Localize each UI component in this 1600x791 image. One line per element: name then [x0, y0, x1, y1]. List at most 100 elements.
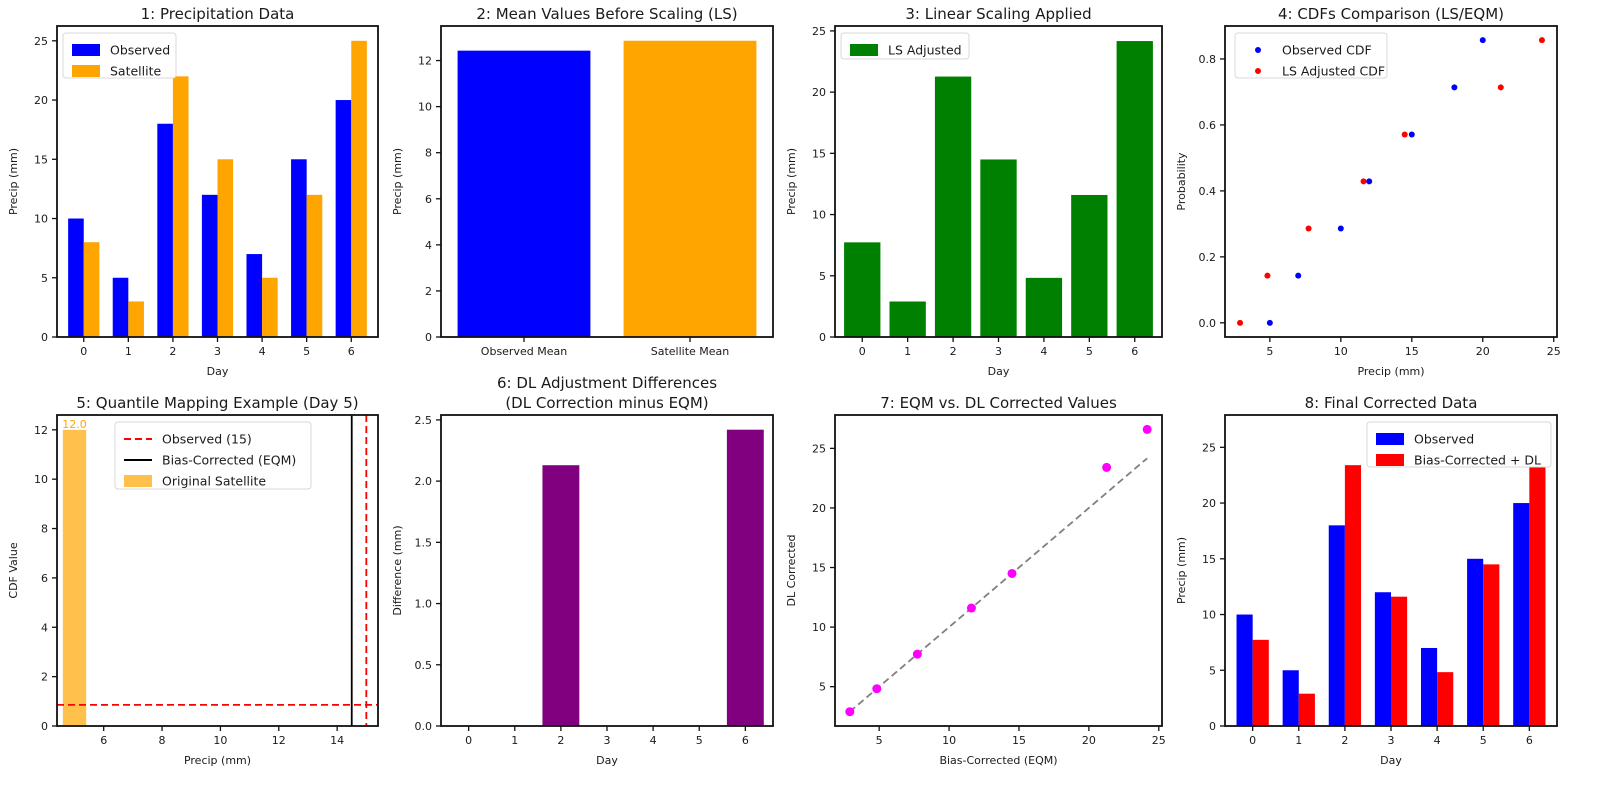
axes-frame	[440, 414, 774, 727]
axes-frame	[1224, 414, 1558, 727]
chart-title: 4: CDFs Comparison (LS/EQM)	[1278, 5, 1504, 23]
chart-panel-4: 4: CDFs Comparison (LS/EQM) Precip (mm) Pr…	[1175, 5, 1561, 378]
scatter-point	[1007, 568, 1017, 578]
y-tick-label: 6	[41, 572, 48, 585]
x-tick-label: 5	[1086, 345, 1093, 358]
x-tick-label: 0	[859, 345, 866, 358]
bar-satellite	[306, 194, 323, 337]
bar-ls-adjusted	[889, 301, 926, 337]
legend-label: LS Adjusted CDF	[1282, 64, 1385, 79]
y-tick-label: 0.6	[1199, 119, 1217, 132]
bar-satellite	[128, 301, 144, 337]
y-axis-label: Precip (mm)	[7, 148, 20, 215]
chart-subtitle: (DL Correction minus EQM)	[505, 394, 708, 412]
legend-box	[1366, 421, 1552, 468]
axes-frame	[56, 414, 379, 727]
scatter-point	[1497, 84, 1504, 91]
scatter-point	[845, 707, 855, 717]
y-axis-label: CDF Value	[7, 542, 20, 598]
x-tick-label: 6	[100, 734, 107, 747]
legend-label: Satellite	[110, 64, 162, 79]
legend-label: Observed (15)	[162, 432, 252, 447]
scatter-point	[872, 684, 882, 694]
x-tick-label: 20	[1082, 734, 1096, 747]
y-tick-label: 10	[812, 209, 826, 222]
y-tick-label: 0.0	[415, 720, 433, 733]
y-tick-label: 2	[41, 671, 48, 684]
bar-observed	[157, 123, 173, 337]
chart-title: 3: Linear Scaling Applied	[905, 5, 1091, 23]
y-tick-label: 10	[1202, 609, 1216, 622]
x-tick-label: 1	[511, 734, 518, 747]
identity-reference-line	[849, 457, 1148, 713]
y-tick-label: 10	[34, 473, 48, 486]
y-axis-label: Precip (mm)	[785, 148, 798, 215]
bar-observed	[335, 100, 352, 337]
bar-observed	[291, 159, 307, 337]
bar-ls-adjusted	[1116, 41, 1153, 337]
y-tick-label: 0	[41, 331, 48, 344]
x-tick-label: 5	[696, 734, 703, 747]
bar-series-1	[1236, 614, 1253, 726]
x-tick-label: 5	[303, 345, 310, 358]
y-tick-label: 0	[41, 720, 48, 733]
x-tick-label: 2	[557, 734, 564, 747]
bar-series-1	[1420, 647, 1438, 726]
x-tick-label: 2	[950, 345, 957, 358]
y-tick-label: 25	[1202, 441, 1216, 454]
bar-observed	[246, 254, 263, 337]
y-tick-label: 0.4	[1199, 185, 1217, 198]
x-tick-label: 6	[1131, 345, 1138, 358]
y-axis-label: Precip (mm)	[1175, 537, 1188, 604]
x-tick-label: 3	[1388, 734, 1395, 747]
x-tick-label: 4	[1434, 734, 1441, 747]
y-tick-label: 0	[1209, 720, 1216, 733]
scatter-point	[1366, 178, 1373, 185]
y-tick-label: 10	[812, 621, 826, 634]
chart-title: 2: Mean Values Before Scaling (LS)	[476, 5, 737, 23]
x-tick-label: 6	[742, 734, 749, 747]
y-tick-label: 10	[34, 213, 48, 226]
legend-marker	[1255, 68, 1261, 74]
x-tick-label: 1	[1295, 734, 1302, 747]
legend-label: LS Adjusted	[888, 43, 962, 58]
chart-title: 5: Quantile Mapping Example (Day 5)	[76, 394, 358, 412]
x-tick-label: 4	[650, 734, 657, 747]
x-tick-label: 20	[1476, 345, 1490, 358]
chart-title: 8: Final Corrected Data	[1305, 394, 1478, 412]
x-tick-label: 12	[272, 734, 286, 747]
axes-frame	[834, 414, 1163, 727]
bar-ls-adjusted	[1071, 194, 1108, 337]
x-tick-label: 10	[942, 734, 956, 747]
legend-label: Observed	[1414, 432, 1474, 447]
y-tick-label: 0.8	[1199, 53, 1217, 66]
chart-title: 7: EQM vs. DL Corrected Values	[880, 394, 1117, 412]
x-tick-label: 0	[80, 345, 87, 358]
x-tick-label: 3	[995, 345, 1002, 358]
x-tick-label: Observed Mean	[481, 345, 567, 358]
y-tick-label: 1.0	[415, 598, 433, 611]
legend-marker	[1255, 47, 1261, 53]
x-tick-label: 3	[214, 345, 221, 358]
y-tick-label: 25	[812, 442, 826, 455]
y-tick-label: 15	[1202, 553, 1216, 566]
bar-series-2	[1391, 596, 1408, 726]
legend-label: Observed	[110, 43, 170, 58]
chart-panel-5: 5: Quantile Mapping Example (Day 5) Preci…	[7, 394, 379, 767]
bar-series-2	[1529, 429, 1546, 726]
x-tick-label: 2	[1341, 734, 1348, 747]
x-tick-label: 15	[1012, 734, 1026, 747]
bar-ls-adjusted	[1025, 277, 1063, 337]
x-tick-label: 0	[1249, 734, 1256, 747]
y-tick-label: 15	[812, 147, 826, 160]
bar-series-2	[1298, 693, 1315, 726]
x-tick-label: 3	[604, 734, 611, 747]
chart-panel-2: 2: Mean Values Before Scaling (LS) Precip…	[391, 5, 774, 358]
legend-swatch	[1376, 433, 1404, 445]
scatter-point	[1360, 178, 1367, 185]
legend-label: Bias-Corrected + DL	[1414, 453, 1541, 468]
y-axis-label: Probability	[1175, 152, 1188, 211]
scatter-point	[1408, 131, 1415, 138]
